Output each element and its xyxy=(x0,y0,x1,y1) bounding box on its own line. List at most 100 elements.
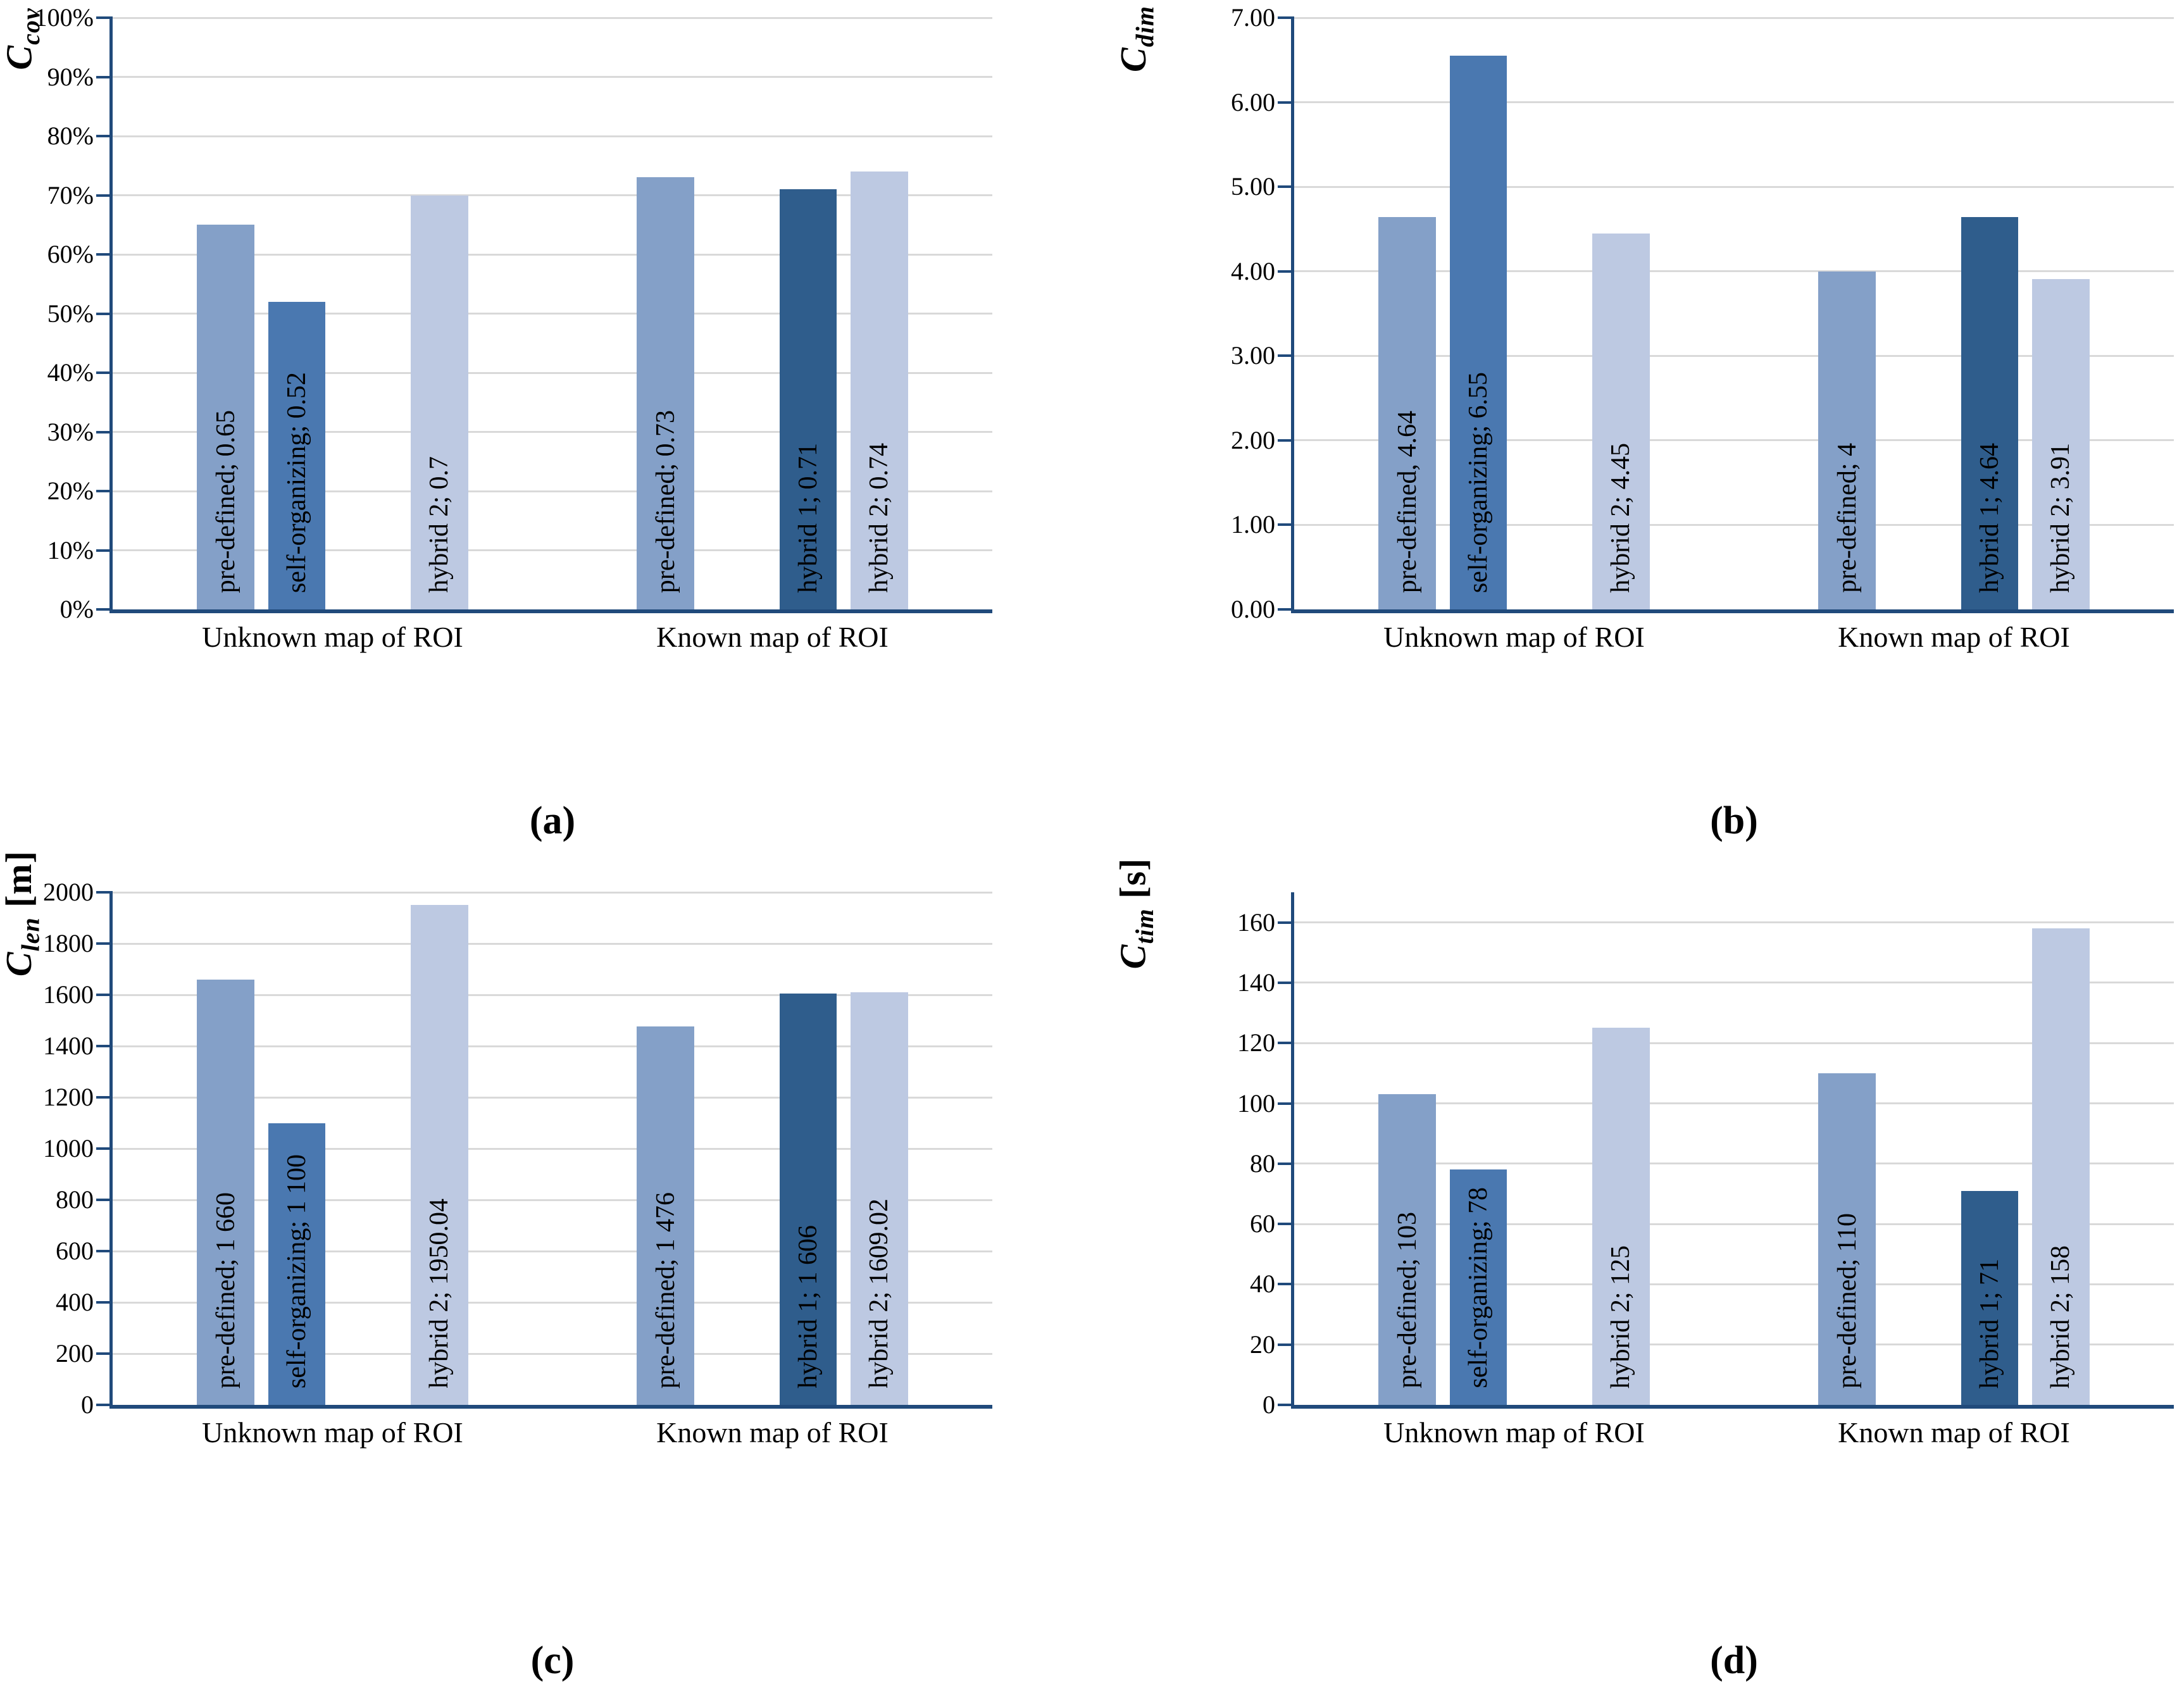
bar-hybrid-2: hybrid 2; 0.74 xyxy=(851,171,908,609)
y-tick-label: 0% xyxy=(59,595,94,623)
gridline xyxy=(113,313,992,315)
y-axis-line xyxy=(1291,892,1294,1409)
y-tick-label: 90% xyxy=(47,62,94,91)
bar-pre-defined: pre-defined; 110 xyxy=(1818,1073,1876,1405)
gridline xyxy=(113,135,992,137)
chart-d-time: Ctim [s] 0 20 40 60 80 100 120 140 160 pre-defin… xyxy=(1088,858,2177,1708)
y-tick-mark xyxy=(1278,270,1294,273)
gridline xyxy=(113,891,992,894)
y-tick-label: 120 xyxy=(1237,1028,1275,1057)
x-category-labels: Unknown map of ROI Known map of ROI xyxy=(113,620,992,655)
bar-hybrid-1: hybrid 1; 1 606 xyxy=(779,993,837,1405)
category-group: pre-defined; 4 hybrid 1; 4.64 hybrid 2; 3.… xyxy=(1734,18,2174,609)
y-tick-mark xyxy=(96,16,113,19)
y-tick-mark xyxy=(1278,1162,1294,1165)
bar-self-organizing: self-organizing; 6.55 xyxy=(1450,56,1507,609)
gridline xyxy=(1294,1343,2174,1346)
y-axis-title: Clen [m] xyxy=(0,850,46,977)
gridline xyxy=(1294,921,2174,924)
gridline xyxy=(113,371,992,374)
y-tick-label: 0 xyxy=(1263,1390,1275,1419)
y-tick-label: 800 xyxy=(56,1185,94,1214)
y-axis-title: Ctim [s] xyxy=(1112,857,1159,969)
bar-hybrid-1: hybrid 1; 4.64 xyxy=(1961,217,2018,609)
category-label: Unknown map of ROI xyxy=(1383,1416,1645,1449)
bar-self-organizing: self-organizing; 78 xyxy=(1450,1169,1507,1405)
bar-pre-defined: pre-defined; 0.65 xyxy=(197,225,254,609)
chart-body: Ccov 0% 10% 20% 30% 40% 50% 60% 70% 80% 90% 100% p… xyxy=(0,4,1088,623)
y-tick-label: 1000 xyxy=(43,1134,94,1163)
y-axis-title-column: Clen [m] xyxy=(0,851,45,976)
bar-value-label: hybrid 2; 158 xyxy=(2046,1245,2076,1388)
bar-pre-defined: pre-defined; 0.73 xyxy=(637,177,694,609)
y-tick-mark xyxy=(1278,608,1294,611)
category-label: Known map of ROI xyxy=(1838,621,2070,653)
bar-value-label: hybrid 2; 1950.04 xyxy=(425,1199,454,1388)
gridline xyxy=(113,490,992,492)
bar-value-label: pre-defined; 1 660 xyxy=(211,1192,240,1388)
y-tick-label: 1.00 xyxy=(1231,510,1275,539)
y-tick-mark xyxy=(96,1199,113,1201)
y-tick-label: 20% xyxy=(47,477,94,505)
y-tick-label: 100 xyxy=(1237,1088,1275,1118)
bar-value-label: hybrid 1; 0.71 xyxy=(793,443,823,593)
y-tick-label: 1600 xyxy=(43,980,94,1009)
x-axis-line xyxy=(1291,609,2174,613)
category-label: Known map of ROI xyxy=(656,621,889,653)
y-tick-mark xyxy=(1278,1042,1294,1045)
gridline xyxy=(1294,16,2174,19)
y-tick-mark xyxy=(96,549,113,552)
x-category-labels: Unknown map of ROI Known map of ROI xyxy=(113,1415,992,1450)
y-tick-label: 1200 xyxy=(43,1083,94,1111)
y-axis-line xyxy=(109,18,113,613)
gridline xyxy=(1294,101,2174,104)
bar-pre-defined: pre-defined; 4 xyxy=(1818,271,1876,609)
x-axis-line xyxy=(109,609,992,613)
bar-value-label: hybrid 2; 0.74 xyxy=(864,443,894,593)
y-tick-mark xyxy=(96,371,113,374)
panel-label: (c) xyxy=(530,1639,575,1682)
bar-pre-defined: pre-defined, 4.64 xyxy=(1378,217,1436,609)
bar-value-label: pre-defined, 4.64 xyxy=(1392,410,1422,593)
gridline xyxy=(113,76,992,78)
y-tick-mark xyxy=(1278,354,1294,358)
y-tick-mark xyxy=(1278,981,1294,984)
y-tick-mark xyxy=(96,1352,113,1355)
y-tick-mark xyxy=(96,1404,113,1406)
bar-hybrid-2: hybrid 2; 158 xyxy=(2032,928,2090,1405)
y-tick-mark xyxy=(1278,439,1294,442)
gridline xyxy=(1294,354,2174,357)
x-axis-line xyxy=(109,1405,992,1409)
gridline xyxy=(113,1352,992,1355)
bar-value-label: hybrid 2; 0.7 xyxy=(425,456,454,593)
category-group: pre-defined, 4.64 self-organizing; 6.55 hy… xyxy=(1294,18,1734,609)
gridline xyxy=(113,1301,992,1304)
y-tick-label: 200 xyxy=(56,1339,94,1368)
bar-value-label: pre-defined; 0.65 xyxy=(211,409,240,593)
y-tick-label: 4.00 xyxy=(1231,256,1275,285)
y-tick-label: 70% xyxy=(47,180,94,209)
x-category-labels: Unknown map of ROI Known map of ROI xyxy=(1294,620,2174,655)
y-tick-mark xyxy=(1278,1102,1294,1105)
bar-value-label: pre-defined; 4 xyxy=(1832,443,1862,593)
y-tick-labels: 0% 10% 20% 30% 40% 50% 60% 70% 80% 90% 100% xyxy=(35,4,113,623)
gridline xyxy=(113,1147,992,1150)
bar-pre-defined: pre-defined; 1 660 xyxy=(197,979,254,1405)
y-tick-mark xyxy=(1278,16,1294,19)
gridline xyxy=(1294,1283,2174,1285)
category-label: Unknown map of ROI xyxy=(202,1416,463,1449)
bar-hybrid-2: hybrid 2; 1950.04 xyxy=(411,905,468,1405)
y-tick-mark xyxy=(96,490,113,492)
y-tick-mark xyxy=(1278,1404,1294,1406)
category-group: pre-defined; 110 hybrid 1; 71 hybrid 2; 15… xyxy=(1734,892,2174,1405)
y-tick-mark xyxy=(1278,1223,1294,1226)
y-axis-title-column: Ctim [s] xyxy=(1088,858,1177,969)
panel-label: (a) xyxy=(529,799,576,842)
bar-value-label: self-organizing; 78 xyxy=(1464,1187,1494,1388)
y-tick-mark xyxy=(96,1301,113,1304)
y-tick-mark xyxy=(96,1250,113,1252)
bar-value-label: hybrid 2; 125 xyxy=(1606,1245,1636,1388)
y-tick-label: 40 xyxy=(1250,1269,1275,1299)
bar-hybrid-2: hybrid 2; 3.91 xyxy=(2032,278,2090,609)
y-axis-title: Cdim xyxy=(1112,6,1159,72)
